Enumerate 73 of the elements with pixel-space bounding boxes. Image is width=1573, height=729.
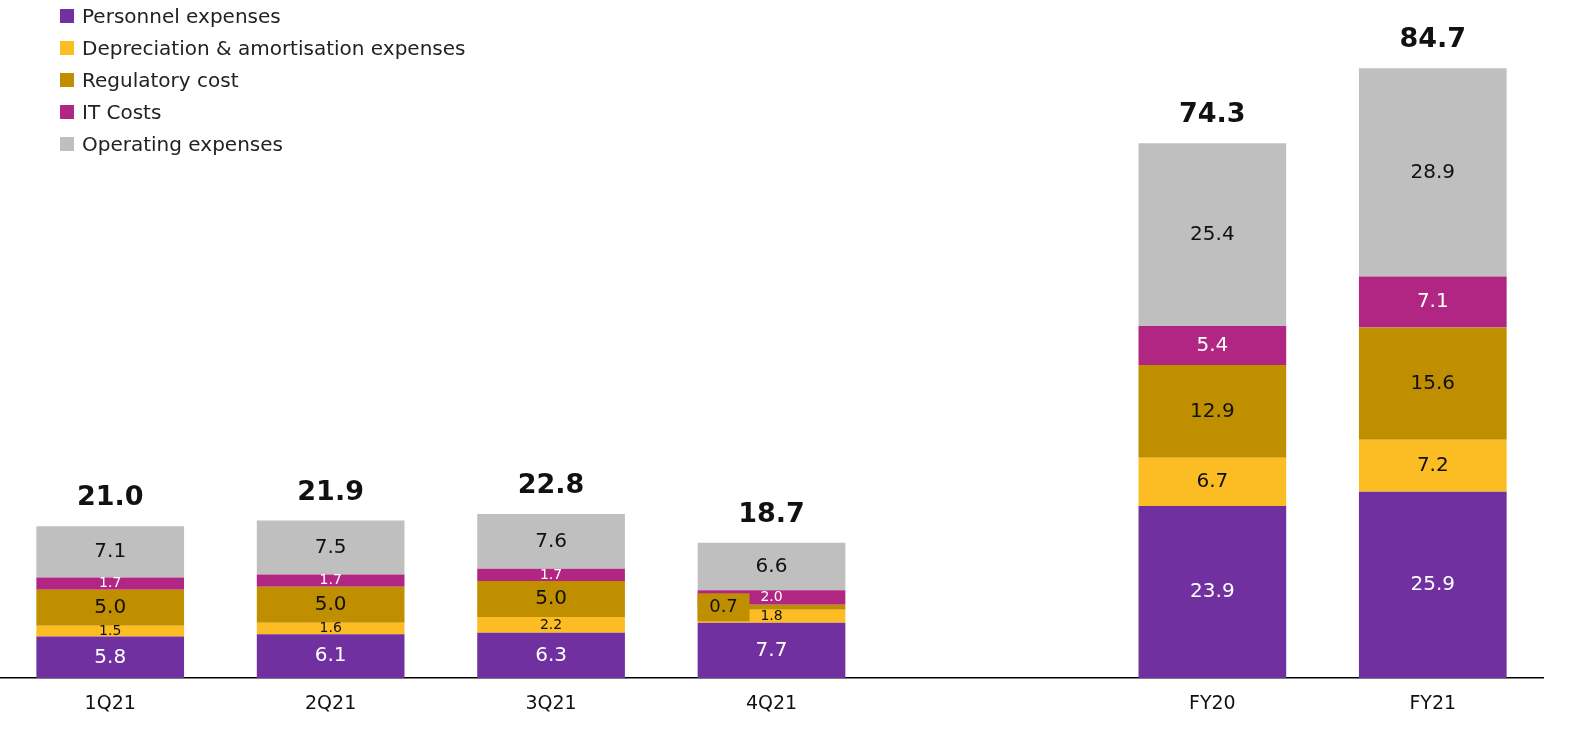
- bar: [697, 542, 846, 591]
- bar: [1358, 491, 1507, 679]
- bar: [256, 634, 405, 679]
- data-label: 28.9: [1410, 158, 1456, 183]
- bar: [256, 622, 405, 635]
- data-label: 7.2: [1416, 451, 1449, 476]
- bar: [477, 632, 625, 679]
- data-label: 2.0: [760, 588, 783, 605]
- x-tick-label: 2Q21: [305, 690, 357, 713]
- bar: [256, 574, 405, 587]
- data-label: 6.6: [755, 552, 788, 577]
- bar: [1138, 364, 1287, 458]
- bar: [36, 577, 185, 590]
- bar: [697, 622, 846, 679]
- data-label: 25.9: [1410, 571, 1456, 596]
- bar: [1358, 327, 1507, 440]
- data-label: 1.7: [99, 574, 122, 591]
- legend-label: Depreciation & amortisation expenses: [82, 36, 466, 60]
- data-label: 15.6: [1410, 369, 1456, 394]
- data-label: 7.1: [94, 538, 127, 563]
- bar: [477, 616, 625, 633]
- legend-label: IT Costs: [82, 100, 162, 124]
- bar: [477, 514, 625, 569]
- legend-label: Personnel expenses: [82, 4, 281, 28]
- data-label: 7.5: [314, 533, 347, 558]
- x-tick-label: 1Q21: [84, 690, 136, 713]
- bar: [256, 520, 405, 575]
- data-label: 5.4: [1196, 331, 1229, 356]
- bar: [1358, 276, 1507, 328]
- data-label: 23.9: [1190, 578, 1235, 603]
- bar: [1138, 326, 1287, 365]
- total-label: 21.0: [76, 480, 144, 512]
- bar: [36, 636, 185, 679]
- total-label: 22.8: [517, 468, 585, 500]
- bar: [36, 526, 185, 578]
- data-label: 1.7: [539, 565, 563, 582]
- total-label: 21.9: [297, 474, 364, 506]
- bar: [256, 586, 405, 623]
- bar: [477, 568, 625, 581]
- x-tick-label: 4Q21: [745, 690, 798, 713]
- data-label: 5.8: [94, 643, 127, 668]
- data-label: 0.7: [709, 594, 738, 616]
- data-label: 5.0: [535, 585, 567, 610]
- bar: [1358, 68, 1507, 277]
- legend-label: Regulatory cost: [82, 68, 239, 92]
- data-label: 1.5: [99, 621, 122, 638]
- data-label: 2.2: [539, 615, 563, 632]
- data-label: 5.0: [314, 590, 347, 615]
- data-label: 6.3: [535, 641, 567, 666]
- legend-label: Operating expenses: [82, 132, 283, 156]
- data-label: 1.8: [760, 606, 783, 623]
- data-label: 1.6: [319, 619, 342, 636]
- bar: [1138, 506, 1287, 679]
- data-label: 7.6: [535, 527, 567, 552]
- data-label: 7.1: [1416, 288, 1449, 313]
- bar: [36, 589, 185, 626]
- x-tick-label: FY21: [1409, 690, 1457, 713]
- data-label: 5.0: [94, 593, 127, 618]
- total-label: 74.3: [1179, 97, 1246, 129]
- data-label: 1.7: [319, 571, 342, 588]
- total-label: 84.7: [1399, 22, 1467, 54]
- bar: [477, 580, 625, 617]
- x-tick-label: FY20: [1189, 690, 1236, 713]
- data-label: 6.7: [1196, 468, 1229, 493]
- bar: [1138, 457, 1287, 507]
- data-label: 7.7: [755, 636, 788, 661]
- data-label: 6.1: [314, 642, 347, 667]
- bar: [1138, 143, 1287, 327]
- total-label: 18.7: [738, 496, 805, 528]
- bar: [1358, 439, 1507, 492]
- x-tick-label: 3Q21: [525, 690, 577, 713]
- data-label: 12.9: [1190, 397, 1235, 422]
- data-label: 25.4: [1190, 220, 1235, 245]
